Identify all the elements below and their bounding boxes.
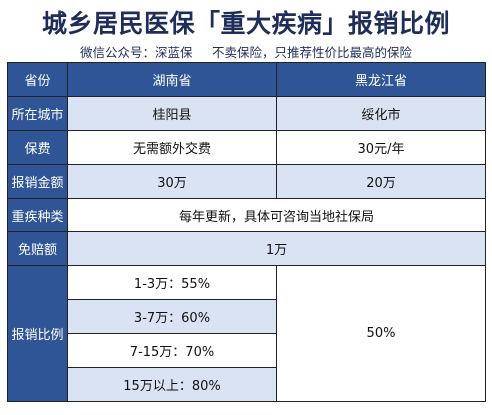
ratio-tier-4: 15万以上：80% <box>67 367 277 402</box>
amount-col2: 20万 <box>276 163 486 199</box>
header-label: 省份 <box>7 62 68 97</box>
amount-label: 报销金额 <box>7 163 68 199</box>
fee-label: 保费 <box>7 129 68 165</box>
table-row: 重疾种类 每年更新，具体可咨询当地社保局 <box>7 197 486 233</box>
disease-value: 每年更新，具体可咨询当地社保局 <box>67 197 486 233</box>
amount-col1: 30万 <box>67 163 277 199</box>
table-row: 报销比例 1-3万：55% 50% <box>7 265 486 402</box>
ratio-tier-1: 1-3万：55% <box>67 265 277 301</box>
fee-col1: 无需额外交费 <box>67 129 277 165</box>
table-row: 15万以上：80% <box>8 367 486 402</box>
subtitle-account: 微信公众号：深蓝保 <box>80 45 193 60</box>
table-row: 省份 湖南省 黑龙江省 <box>7 62 486 97</box>
header-col2: 黑龙江省 <box>276 62 486 97</box>
subtitle-slogan: 不卖保险，只推荐性价比最高的保险 <box>212 45 413 60</box>
table-row: 所在城市 桂阳县 绥化市 <box>7 95 486 131</box>
ratio-tier-3: 7-15万：70% <box>67 333 277 369</box>
ratio-tier-2: 3-7万：60% <box>67 299 277 335</box>
table-row: 7-15万：70% <box>8 333 486 369</box>
header-col1: 湖南省 <box>67 62 277 97</box>
deductible-value: 1万 <box>67 231 486 267</box>
reimbursement-table: 省份 湖南省 黑龙江省 所在城市 桂阳县 绥化市 保费 无需额外交费 30元/年… <box>7 62 486 402</box>
city-col1: 桂阳县 <box>67 95 277 131</box>
disease-label: 重疾种类 <box>7 197 68 233</box>
ratio-col2: 50% <box>276 265 486 402</box>
page-title: 城乡居民医保「重大疾病」报销比例 <box>41 9 450 38</box>
fee-col2: 30元/年 <box>276 129 486 165</box>
ratio-label: 报销比例 <box>7 265 68 402</box>
deductible-label: 免赔额 <box>7 231 68 267</box>
table-row: 免赔额 1万 <box>7 231 486 267</box>
city-label: 所在城市 <box>7 95 68 131</box>
table-row: 保费 无需额外交费 30元/年 <box>7 129 486 165</box>
table-row: 3-7万：60% <box>8 299 486 335</box>
table-row: 报销金额 30万 20万 <box>7 163 486 199</box>
city-col2: 绥化市 <box>276 95 486 131</box>
